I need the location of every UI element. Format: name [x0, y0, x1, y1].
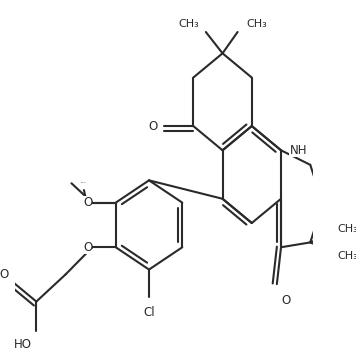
Text: CH₃: CH₃: [337, 251, 356, 261]
Text: O: O: [0, 268, 9, 281]
Text: CH₃: CH₃: [246, 19, 267, 29]
Text: CH₃: CH₃: [337, 224, 356, 234]
Text: O: O: [82, 196, 91, 209]
Text: HO: HO: [14, 338, 32, 351]
Text: Cl: Cl: [143, 306, 155, 319]
Text: O: O: [148, 120, 157, 133]
Text: NH: NH: [289, 144, 307, 157]
Text: O: O: [83, 241, 92, 254]
Text: O: O: [83, 196, 92, 209]
Text: methoxy: methoxy: [80, 182, 87, 183]
Text: CH₃: CH₃: [178, 19, 199, 29]
Text: O: O: [281, 294, 290, 307]
